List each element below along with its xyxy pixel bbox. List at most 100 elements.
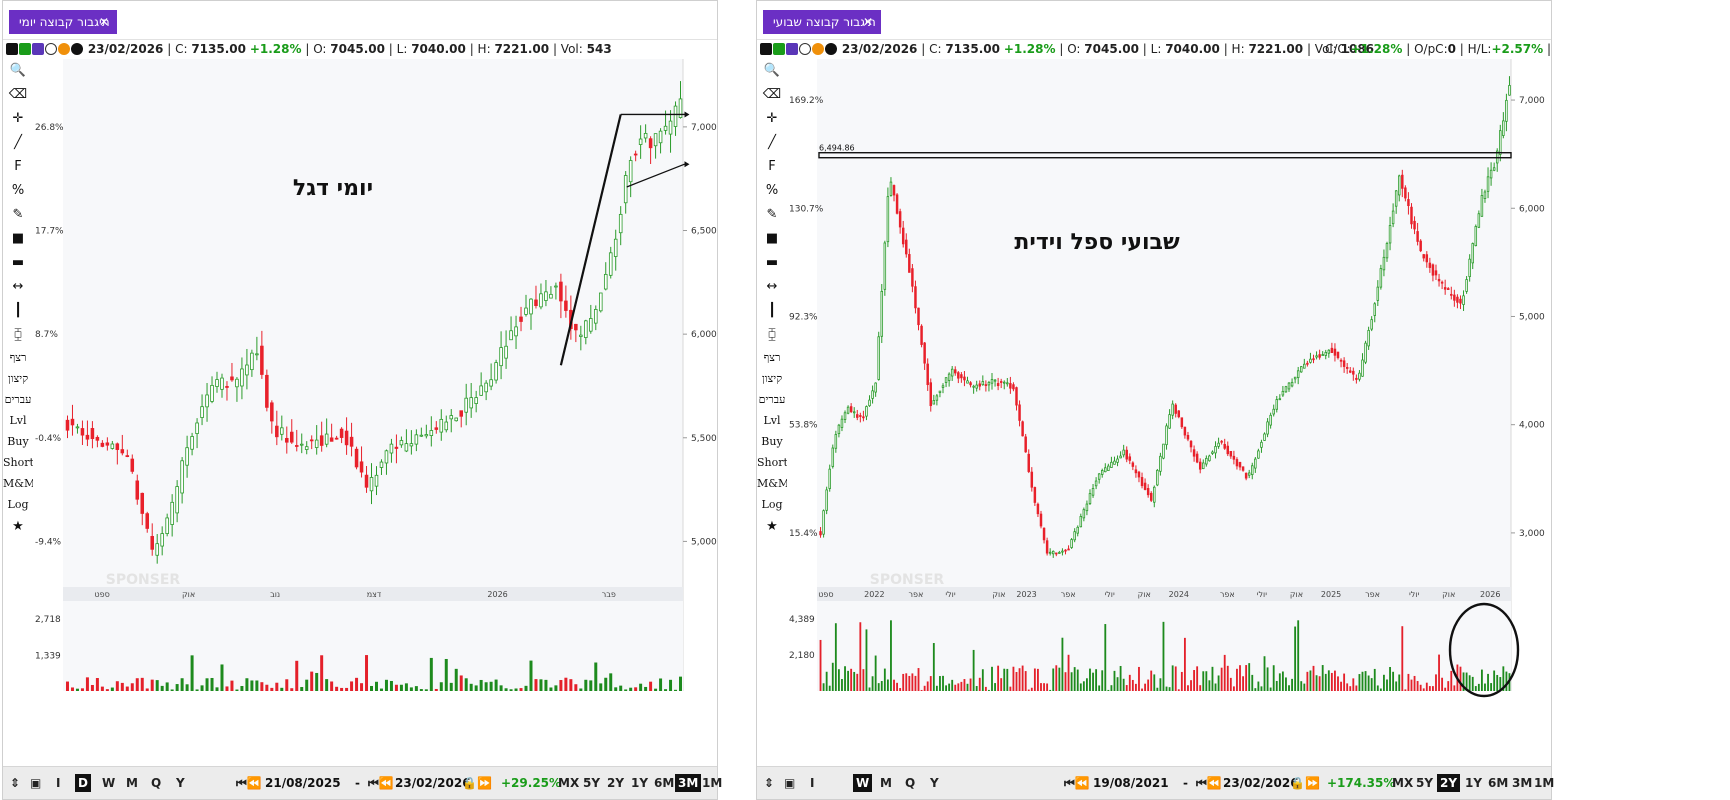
- range-1m[interactable]: 1M: [702, 776, 723, 790]
- close-icon-weekly[interactable]: ✕: [862, 15, 873, 29]
- toolbar-item-mm[interactable]: M&M: [757, 477, 790, 490]
- toolbar-item-log[interactable]: Log: [7, 498, 29, 511]
- candle-icon[interactable]: ⧮: [13, 327, 23, 342]
- edit-icon[interactable]: ✎: [766, 207, 778, 222]
- toolbar-item-buy[interactable]: Buy: [761, 435, 783, 448]
- chart-type-icon[interactable]: [6, 43, 18, 55]
- toolbar-item-lvl[interactable]: Lvl: [763, 414, 781, 427]
- registered-icon[interactable]: [45, 43, 57, 55]
- to-date[interactable]: 23/02/2026: [1223, 776, 1299, 790]
- line-icon[interactable]: ╱: [768, 135, 776, 150]
- percent-icon[interactable]: %: [11, 183, 25, 198]
- range-1y[interactable]: 1Y: [631, 776, 649, 790]
- toolbar-item-sequence[interactable]: רצף: [763, 351, 781, 364]
- to-date[interactable]: 23/02/2026: [395, 776, 471, 790]
- weekly-candlestick-chart[interactable]: 3,000 4,000 5,000 6,000 7,000 15.4% 53.8% 92.3%…: [787, 59, 1551, 769]
- range-6m[interactable]: 6M: [1488, 776, 1509, 790]
- toolbar-item-mm[interactable]: M&M: [3, 477, 36, 490]
- period-yearly[interactable]: Y: [930, 776, 939, 790]
- vertical-icon[interactable]: ┃: [768, 303, 776, 318]
- period-quarterly[interactable]: Q: [151, 776, 162, 790]
- step-back-icon-2[interactable]: ⏮⏪: [368, 776, 394, 790]
- range-5y[interactable]: 5Y: [583, 776, 601, 790]
- line-width-icon[interactable]: ▬: [11, 255, 25, 270]
- period-monthly[interactable]: M: [880, 776, 892, 790]
- zoom-icon[interactable]: 🔍: [763, 63, 781, 78]
- measure-icon[interactable]: ↔: [12, 279, 24, 294]
- measure-icon[interactable]: ↔: [766, 279, 778, 294]
- toolbar-item-short[interactable]: Short: [757, 456, 788, 469]
- step-back-icon[interactable]: ⏮⏪: [236, 776, 262, 790]
- tab-daily[interactable]: ✕ תיגבור קבוצה יומי: [9, 10, 117, 34]
- tab-weekly[interactable]: ✕ תיגבור קבוצה שבועי: [763, 10, 881, 34]
- save-icon[interactable]: ⇕: [764, 776, 775, 790]
- period-quarterly[interactable]: Q: [905, 776, 916, 790]
- period-monthly[interactable]: M: [126, 776, 138, 790]
- star-icon[interactable]: ★: [12, 519, 24, 534]
- lock-forward-icon[interactable]: 🔒⏩: [462, 776, 492, 790]
- range-3m[interactable]: 3M: [1512, 776, 1533, 790]
- range-5y[interactable]: 5Y: [1416, 776, 1434, 790]
- daily-candlestick-chart[interactable]: 5,000 5,500 6,000 6,500 7,000 -9.4% -0.4% 8.7% 1…: [33, 59, 717, 769]
- toolbar-item-transitions[interactable]: עברים: [4, 393, 32, 406]
- fibonacci-icon[interactable]: F: [768, 159, 776, 174]
- close-icon[interactable]: ✕: [98, 15, 109, 29]
- line-width-icon[interactable]: ▬: [765, 255, 779, 270]
- indicator-icon[interactable]: [32, 43, 44, 55]
- color-icon[interactable]: ■: [765, 231, 779, 246]
- star-icon[interactable]: ★: [766, 519, 778, 534]
- toolbar-item-short[interactable]: Short: [3, 456, 34, 469]
- registered-icon[interactable]: [799, 43, 811, 55]
- alert-icon[interactable]: [58, 43, 70, 55]
- crosshair-icon[interactable]: ✛: [12, 111, 24, 126]
- color-icon[interactable]: ■: [11, 231, 25, 246]
- comment-icon[interactable]: [71, 43, 83, 55]
- step-back-icon-2[interactable]: ⏮⏪: [1196, 776, 1222, 790]
- crosshair-icon[interactable]: ✛: [766, 111, 778, 126]
- comment-icon[interactable]: [825, 43, 837, 55]
- toolbar-item-transitions[interactable]: עברים: [758, 393, 786, 406]
- range-2y[interactable]: 2Y: [1437, 774, 1461, 792]
- disk-icon[interactable]: ▣: [784, 776, 796, 790]
- eraser-icon[interactable]: ⌫: [762, 87, 782, 102]
- compare-icon[interactable]: [773, 43, 785, 55]
- from-date[interactable]: 19/08/2021: [1093, 776, 1169, 790]
- step-back-icon[interactable]: ⏮⏪: [1064, 776, 1090, 790]
- period-yearly[interactable]: Y: [176, 776, 185, 790]
- zoom-icon[interactable]: 🔍: [9, 63, 27, 78]
- toolbar-item-lvl[interactable]: Lvl: [9, 414, 27, 427]
- edit-icon[interactable]: ✎: [12, 207, 24, 222]
- toolbar-item-extreme[interactable]: קיצון: [761, 372, 783, 385]
- line-icon[interactable]: ╱: [14, 135, 22, 150]
- toolbar-item-log[interactable]: Log: [761, 498, 783, 511]
- range-mx[interactable]: MX: [1392, 776, 1414, 790]
- eraser-icon[interactable]: ⌫: [8, 87, 28, 102]
- chart-type-icon[interactable]: [760, 43, 772, 55]
- range-3m[interactable]: 3M: [675, 774, 702, 792]
- indicator-icon[interactable]: [786, 43, 798, 55]
- range-6m[interactable]: 6M: [654, 776, 675, 790]
- candle-body: [130, 458, 135, 472]
- toolbar-item-buy[interactable]: Buy: [7, 435, 29, 448]
- range-2y[interactable]: 2Y: [607, 776, 625, 790]
- period-intraday[interactable]: I: [56, 776, 61, 790]
- period-daily[interactable]: D: [75, 774, 91, 792]
- from-date[interactable]: 21/08/2025: [265, 776, 341, 790]
- period-intraday[interactable]: I: [810, 776, 815, 790]
- fibonacci-icon[interactable]: F: [14, 159, 22, 174]
- period-weekly[interactable]: W: [853, 774, 873, 792]
- compare-icon[interactable]: [19, 43, 31, 55]
- candle-icon[interactable]: ⧮: [767, 327, 777, 342]
- range-mx[interactable]: MX: [558, 776, 580, 790]
- period-weekly[interactable]: W: [102, 776, 116, 790]
- toolbar-item-extreme[interactable]: קיצון: [7, 372, 29, 385]
- vertical-icon[interactable]: ┃: [14, 303, 22, 318]
- save-icon[interactable]: ⇕: [10, 776, 21, 790]
- toolbar-item-sequence[interactable]: רצף: [9, 351, 27, 364]
- range-1y[interactable]: 1Y: [1465, 776, 1483, 790]
- alert-icon[interactable]: [812, 43, 824, 55]
- lock-forward-icon[interactable]: 🔒⏩: [1290, 776, 1320, 790]
- disk-icon[interactable]: ▣: [30, 776, 42, 790]
- percent-icon[interactable]: %: [765, 183, 779, 198]
- range-1m[interactable]: 1M: [1534, 776, 1555, 790]
